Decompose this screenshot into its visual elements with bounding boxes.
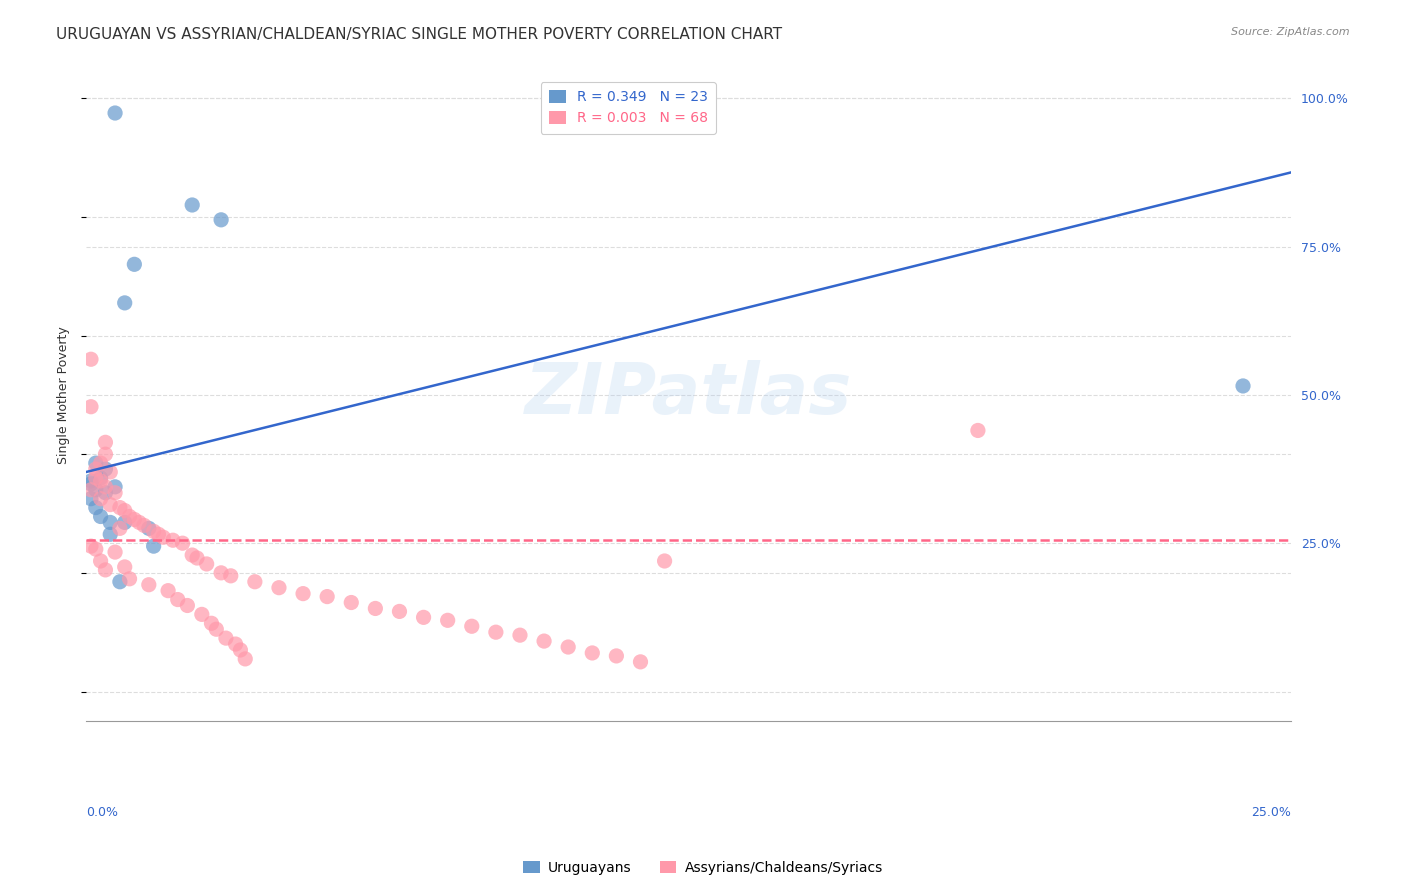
Text: ZIPatlas: ZIPatlas (524, 360, 852, 429)
Point (225, 637, 247, 651)
Point (90, 554, 112, 568)
Point (80, 352, 103, 367)
Point (94, 447, 117, 461)
Point (90, 471, 112, 485)
Point (364, 601, 387, 615)
Point (605, 648, 627, 663)
Point (967, 424, 990, 438)
Point (90, 509, 112, 524)
Point (80, 476, 103, 491)
Point (436, 613, 458, 627)
Point (152, 530, 174, 544)
Point (654, 554, 676, 568)
Point (557, 640, 579, 654)
Text: 25.0%: 25.0% (1251, 806, 1291, 819)
Point (128, 516, 150, 530)
Point (80, 483, 103, 497)
Point (84, 542, 107, 557)
Legend: R = 0.349   N = 23, R = 0.003   N = 68: R = 0.349 N = 23, R = 0.003 N = 68 (541, 82, 716, 134)
Point (98, 516, 121, 530)
Point (209, 566, 232, 580)
Point (94, 435, 117, 450)
Point (340, 595, 363, 609)
Point (114, 516, 136, 530)
Point (84, 471, 107, 485)
Point (94, 563, 117, 577)
Point (124, 257, 146, 271)
Point (90, 474, 112, 488)
Point (181, 548, 204, 562)
Point (581, 646, 603, 660)
Point (533, 634, 555, 648)
Point (181, 198, 204, 212)
Point (191, 607, 214, 622)
Point (219, 569, 242, 583)
Point (80, 474, 103, 488)
Point (94, 485, 117, 500)
Point (108, 574, 131, 589)
Point (316, 590, 339, 604)
Point (176, 599, 198, 613)
Point (84, 500, 107, 515)
Point (108, 500, 131, 515)
Y-axis label: Single Mother Poverty: Single Mother Poverty (58, 326, 70, 464)
Point (200, 616, 222, 631)
Point (84, 462, 107, 476)
Point (118, 509, 141, 524)
Legend: Uruguayans, Assyrians/Chaldeans/Syriacs: Uruguayans, Assyrians/Chaldeans/Syriacs (517, 855, 889, 880)
Point (195, 557, 218, 571)
Point (104, 480, 127, 494)
Point (215, 631, 238, 645)
Point (388, 604, 411, 618)
Point (118, 572, 141, 586)
Point (98, 465, 121, 479)
Point (114, 560, 136, 574)
Point (124, 512, 146, 526)
Point (90, 456, 112, 470)
Point (132, 518, 155, 533)
Point (162, 533, 184, 548)
Point (104, 485, 127, 500)
Point (1232, 379, 1254, 393)
Point (142, 539, 165, 553)
Point (94, 462, 117, 476)
Point (104, 545, 127, 559)
Point (267, 581, 290, 595)
Point (114, 296, 136, 310)
Text: Source: ZipAtlas.com: Source: ZipAtlas.com (1232, 27, 1350, 37)
Point (630, 655, 652, 669)
Point (292, 586, 315, 600)
Point (114, 503, 136, 517)
Point (485, 625, 508, 640)
Point (80, 491, 103, 506)
Point (461, 619, 484, 633)
Point (186, 551, 208, 566)
Point (108, 521, 131, 535)
Point (84, 456, 107, 470)
Point (229, 643, 252, 657)
Point (166, 592, 188, 607)
Point (138, 578, 160, 592)
Point (509, 628, 531, 642)
Point (142, 524, 165, 539)
Point (205, 622, 228, 636)
Point (157, 583, 180, 598)
Point (98, 527, 121, 541)
Point (209, 212, 232, 227)
Point (243, 574, 266, 589)
Point (90, 491, 112, 506)
Point (104, 106, 127, 120)
Point (84, 483, 107, 497)
Point (172, 536, 194, 550)
Point (98, 498, 121, 512)
Point (138, 521, 160, 535)
Point (80, 539, 103, 553)
Text: URUGUAYAN VS ASSYRIAN/CHALDEAN/SYRIAC SINGLE MOTHER POVERTY CORRELATION CHART: URUGUAYAN VS ASSYRIAN/CHALDEAN/SYRIAC SI… (56, 27, 782, 42)
Point (94, 480, 117, 494)
Point (233, 652, 256, 666)
Point (412, 610, 434, 624)
Point (148, 527, 170, 541)
Text: 0.0%: 0.0% (86, 806, 118, 819)
Point (80, 400, 103, 414)
